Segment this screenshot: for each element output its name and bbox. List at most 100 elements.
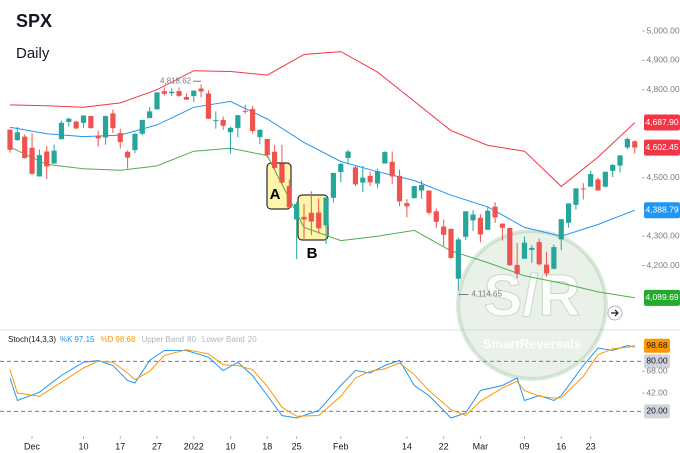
candle-body [602, 171, 608, 187]
candle-body [44, 151, 50, 167]
candle-body [257, 129, 263, 138]
candle-body [470, 214, 476, 221]
candle-body [338, 163, 344, 173]
candle-body [632, 141, 638, 148]
price-tag-label: 4,388.79 [645, 204, 678, 214]
watermark-name: SmartReversals [483, 336, 581, 351]
candle-body [507, 228, 513, 266]
candle-body [154, 92, 160, 110]
candle-body [7, 129, 13, 150]
candle-body [455, 239, 461, 279]
band-tag [644, 354, 670, 369]
candle-body [529, 247, 535, 250]
scroll-button-arrow [611, 309, 619, 317]
candle-body [580, 188, 586, 190]
candle-body [382, 152, 388, 164]
candle-body [242, 110, 248, 112]
x-tick-label: 17 [115, 441, 125, 451]
price-tag [644, 114, 680, 131]
candle-body [617, 155, 623, 166]
watermark-logo: S/R [484, 263, 581, 328]
y-tick-label: 4,900.00 [646, 55, 679, 65]
candle-body [595, 179, 601, 191]
candle-body [58, 122, 65, 140]
legend-text: 80 [187, 335, 196, 344]
candle-body [374, 171, 381, 184]
candle-body [566, 203, 572, 223]
candle-body [499, 223, 506, 228]
chart-title: SPX [16, 11, 52, 31]
candle-body [396, 175, 403, 202]
candle-body [125, 151, 131, 158]
candle-body [183, 97, 189, 100]
x-tick-label: 14 [402, 441, 412, 451]
x-tick-label: 16 [556, 441, 566, 451]
x-tick-label: 18 [262, 441, 272, 451]
candle-body [279, 163, 285, 183]
series-line [9, 345, 635, 417]
candle-body [426, 190, 432, 213]
band-tag-label: 80.00 [646, 356, 668, 366]
x-tick-label: 23 [586, 441, 596, 451]
x-tick-label: Feb [333, 441, 349, 451]
x-tick-label: 2022 [184, 441, 204, 451]
candle-body [477, 217, 483, 235]
y-tick-label: 4,800.00 [646, 84, 679, 94]
candle-body [29, 147, 35, 174]
candle-body [389, 161, 395, 177]
candle-body [463, 211, 469, 237]
y-tick-label: 68.00 [646, 366, 668, 376]
candle-body [235, 115, 241, 129]
y-tick-label: 5,000.00 [646, 25, 679, 35]
legend-text: Upper Band [141, 335, 184, 344]
y-tick-label: 4,500.00 [646, 172, 679, 182]
legend-text: Lower Band [202, 335, 245, 344]
candle-body [73, 121, 79, 129]
x-tick-label: 25 [292, 441, 302, 451]
watermark-circle [456, 229, 608, 381]
candle-body [102, 116, 109, 138]
candle-body [521, 242, 528, 259]
x-tick-label: Dec [24, 441, 41, 451]
candle-body [117, 133, 123, 143]
price-tag [644, 202, 680, 219]
price-tag [644, 139, 680, 156]
band-tag [644, 404, 670, 419]
scroll-button[interactable] [607, 305, 623, 321]
candle-body [205, 93, 212, 119]
candle-body [433, 211, 439, 222]
candle-body [301, 216, 307, 220]
candle-body [419, 184, 425, 191]
candle-body [139, 119, 145, 134]
y-tick-label: 4,200.00 [646, 260, 679, 270]
legend-text: 20 [248, 335, 257, 344]
candle-body [411, 186, 417, 199]
candle-body [367, 175, 373, 183]
annotation-box [266, 162, 292, 210]
candle-body [249, 109, 256, 132]
x-tick-label: 10 [225, 441, 235, 451]
annotation-label: B [307, 245, 318, 262]
series-line [9, 51, 636, 188]
x-tick-label: 27 [152, 441, 162, 451]
candle-body [492, 206, 498, 218]
chart-subtitle: Daily [16, 45, 50, 62]
candle-body [514, 264, 520, 275]
legend-text: Stoch(14,3,3) [8, 335, 56, 344]
candle-body [66, 118, 72, 122]
candle-body [316, 212, 322, 229]
candle-body [95, 136, 101, 139]
candle-body [330, 172, 336, 198]
candle-body [485, 210, 491, 230]
candle-body [558, 219, 564, 240]
price-tag-label: 4,602.45 [645, 142, 678, 152]
x-tick-label: 10 [78, 441, 88, 451]
legend-text: %K [60, 335, 73, 344]
candle-body [198, 88, 204, 92]
candle-body [132, 133, 138, 151]
candle-body [191, 90, 197, 97]
candle-body [80, 115, 87, 123]
candle-body [360, 177, 366, 183]
